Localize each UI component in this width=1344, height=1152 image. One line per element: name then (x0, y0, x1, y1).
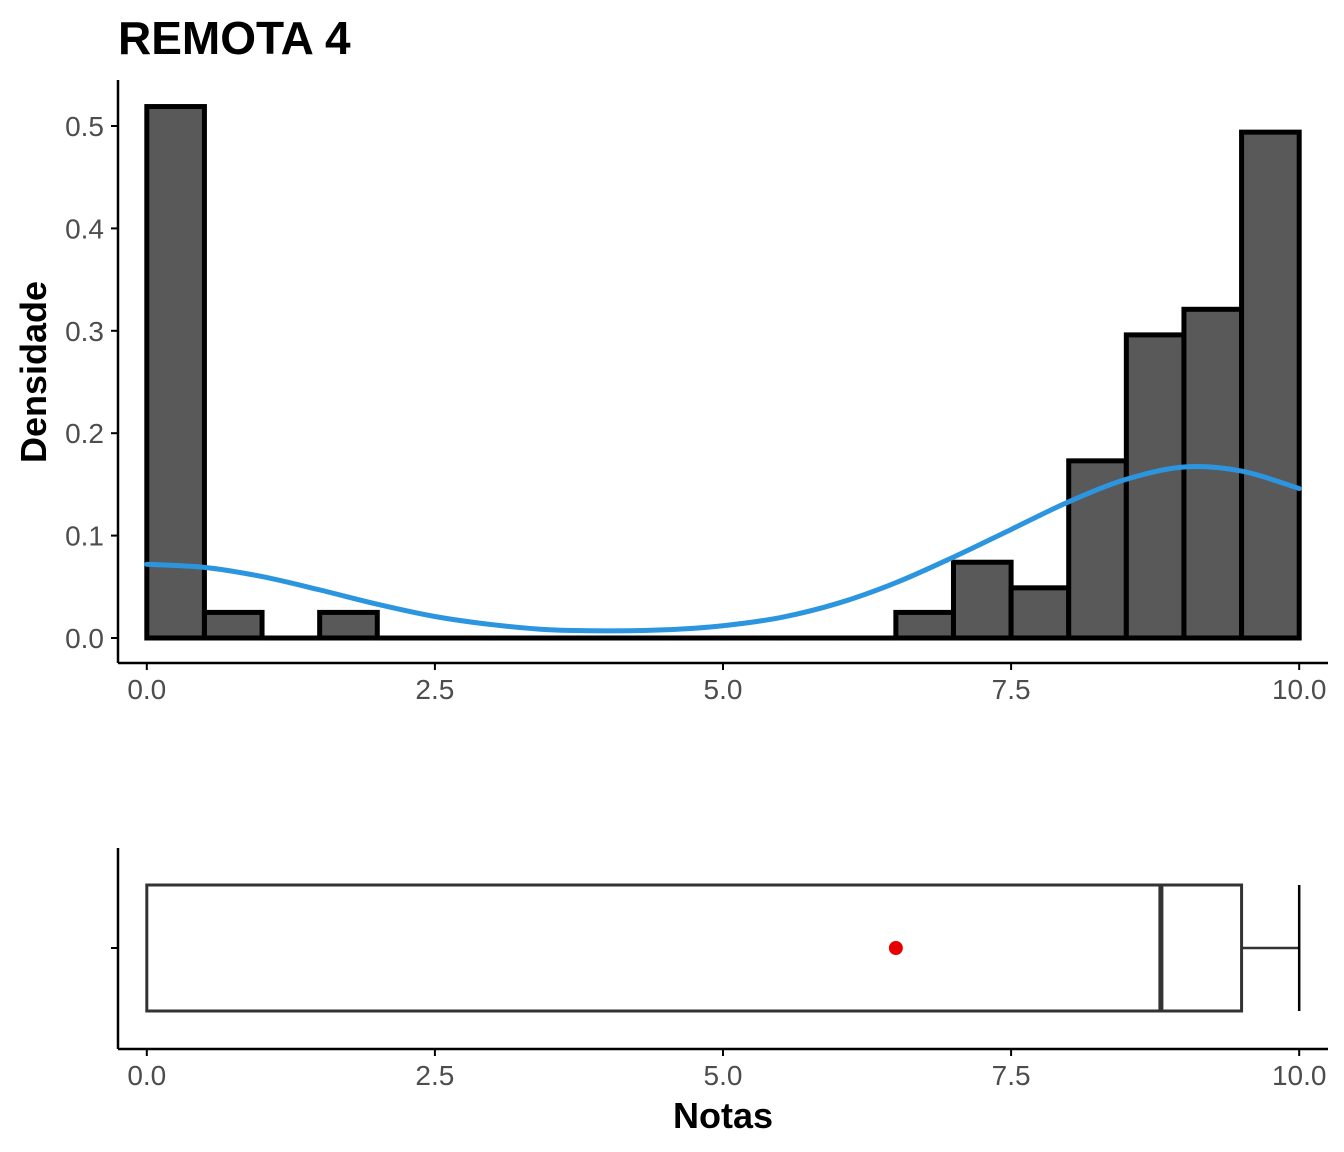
y-tick-label: 0.3 (65, 316, 104, 347)
y-tick-label: 0.2 (65, 418, 104, 449)
boxplot-panel: 0.0 2.5 5.0 7.5 10.0 (111, 848, 1328, 1091)
box-mean-point (888, 941, 903, 955)
histogram-bar (893, 609, 956, 641)
x-tick-label: 7.5 (992, 674, 1031, 705)
density-curve (144, 464, 1302, 634)
x-tick-label: 5.0 (704, 674, 743, 705)
histogram-bar (1008, 585, 1072, 641)
box-x-tick-label: 7.5 (992, 1060, 1031, 1091)
histogram-panel: 0.0 0.1 0.2 0.3 0.4 0.5 0.0 2.5 5.0 7.5 10.0 (65, 80, 1328, 705)
y-tick-label: 0.5 (65, 111, 104, 142)
box-x-tick-label: 0.0 (127, 1060, 166, 1091)
y-tick-label: 0.4 (65, 213, 104, 244)
histogram-bar (144, 104, 207, 641)
histogram-bar (201, 609, 265, 641)
chart-title: REMOTA 4 (118, 12, 351, 64)
histogram-bar (317, 609, 380, 641)
box-x-tick-label: 2.5 (415, 1060, 454, 1091)
histogram-bar (1181, 306, 1245, 641)
x-tick-label: 0.0 (127, 674, 166, 705)
x-axis-title: Notas (673, 1095, 773, 1136)
x-tick-label: 2.5 (415, 674, 454, 705)
box-iqr (145, 883, 1244, 1013)
y-axis-title: Densidade (13, 281, 54, 463)
histogram-bar (950, 559, 1014, 641)
box-x-tick-label: 10.0 (1272, 1060, 1327, 1091)
histogram-bar (1239, 129, 1302, 641)
x-tick-label: 10.0 (1272, 674, 1327, 705)
y-tick-label: 0.1 (65, 521, 104, 552)
histogram-bar (1123, 332, 1187, 641)
box-x-tick-label: 5.0 (704, 1060, 743, 1091)
y-tick-label: 0.0 (65, 623, 104, 654)
